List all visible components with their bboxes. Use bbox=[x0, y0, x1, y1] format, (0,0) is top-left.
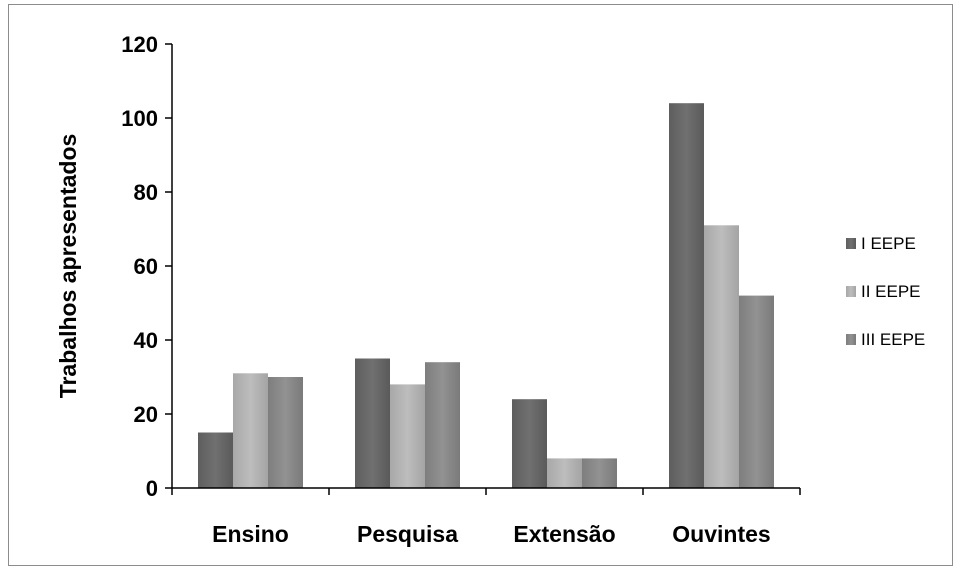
y-tick-label: 100 bbox=[121, 106, 158, 131]
bar-3-4 bbox=[739, 295, 774, 488]
legend-swatch bbox=[846, 238, 856, 249]
x-category-label: Ensino bbox=[212, 521, 289, 547]
bar-3-1 bbox=[268, 377, 303, 488]
bar-3-3 bbox=[582, 458, 617, 488]
bar-1-1 bbox=[198, 432, 233, 488]
y-tick-label: 80 bbox=[134, 180, 158, 205]
plot-area: 0 20 40 60 80 100 120 Ensino Pesquisa Extensão Ouv… bbox=[121, 32, 925, 547]
legend-swatch bbox=[846, 286, 856, 297]
y-tick-label: 40 bbox=[134, 328, 158, 353]
bar-2-2 bbox=[390, 384, 425, 488]
x-category-label: Extensão bbox=[513, 521, 615, 547]
legend-swatch bbox=[846, 334, 856, 345]
bar-2-4 bbox=[704, 225, 739, 489]
bar-3-2 bbox=[425, 362, 460, 488]
bar-2-3 bbox=[547, 458, 582, 488]
chart-frame bbox=[8, 4, 953, 566]
y-axis-title: Trabalhos apresentados bbox=[55, 134, 81, 399]
legend-label: III EEPE bbox=[861, 330, 925, 349]
y-tick-label: 0 bbox=[146, 476, 158, 501]
legend-label: II EEPE bbox=[861, 282, 921, 301]
y-tick-label: 60 bbox=[134, 254, 158, 279]
x-category-label: Pesquisa bbox=[357, 521, 458, 547]
legend-label: I EEPE bbox=[861, 234, 916, 253]
bar-1-2 bbox=[355, 358, 390, 488]
bar-1-4 bbox=[669, 103, 704, 488]
bar-2-1 bbox=[233, 373, 268, 488]
bar-1-3 bbox=[512, 399, 547, 488]
x-category-label: Ouvintes bbox=[672, 521, 770, 547]
y-tick-label: 120 bbox=[121, 32, 158, 57]
y-tick-label: 20 bbox=[134, 402, 158, 427]
